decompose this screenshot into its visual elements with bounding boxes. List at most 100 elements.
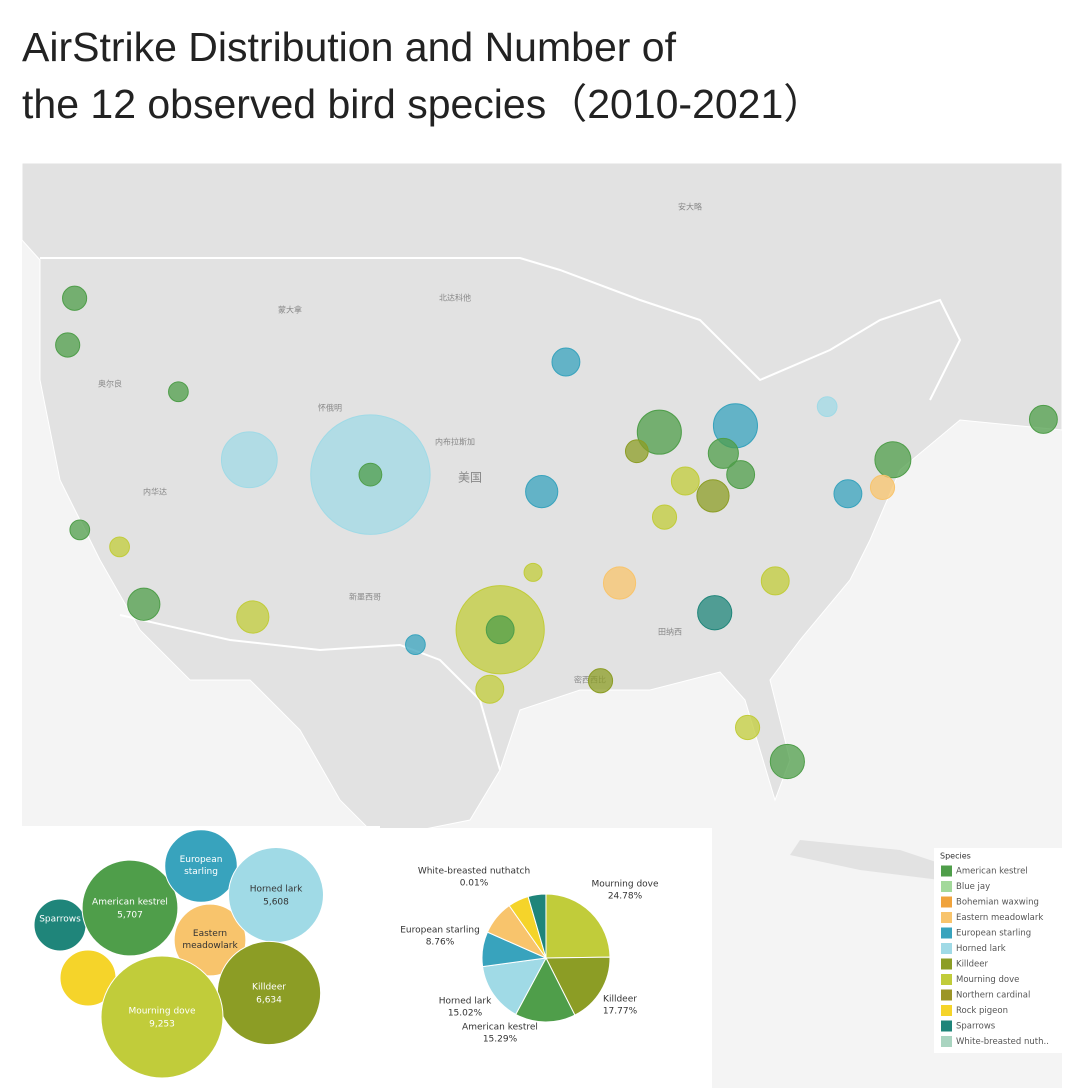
bubble	[216, 940, 322, 1046]
bubble-chart: Sparrows American kestrel 5,707 European sta…	[33, 829, 324, 1079]
pie-slice	[545, 893, 611, 959]
map-bubble	[816, 396, 838, 417]
map-bubble	[62, 285, 88, 311]
map-bubble	[69, 519, 91, 541]
border	[119, 614, 501, 771]
legend-label: Horned lark	[956, 944, 1006, 954]
pie-slice	[482, 957, 547, 1016]
pie-value: 8.76%	[426, 938, 455, 948]
legend-swatch	[941, 974, 952, 985]
bubble	[173, 903, 247, 977]
map-bubble	[624, 439, 649, 464]
bubble-value: 5,608	[263, 898, 289, 908]
legend-label: Mourning dove	[956, 975, 1019, 985]
map-bubble	[220, 431, 278, 489]
map-label: 内华达	[143, 487, 167, 497]
map-label: 安大略	[678, 202, 702, 212]
bubble-value: 5,707	[117, 911, 143, 921]
map-bubble	[696, 479, 730, 513]
legend-label: Sparrows	[956, 1022, 996, 1032]
legend-label: Eastern meadowlark	[956, 913, 1043, 923]
border	[40, 257, 962, 401]
legend-swatch	[941, 958, 952, 970]
pie-value: 24.78%	[608, 892, 643, 902]
legend-swatch	[941, 927, 952, 939]
legend-label: White-breasted nuth..	[956, 1037, 1049, 1047]
legend-swatch	[941, 1005, 952, 1016]
legend-label: European starling	[956, 929, 1031, 939]
map-bubble	[707, 437, 739, 469]
title-line: AirStrike Distribution and Number of	[22, 24, 677, 70]
map-bubble	[168, 381, 189, 403]
legend-label: Bohemian waxwing	[956, 898, 1039, 908]
pie-label: American kestrel	[462, 1023, 538, 1033]
map-label: 内布拉斯加	[435, 437, 475, 447]
map-bubble	[405, 634, 426, 655]
bubble	[33, 898, 87, 952]
legend-label: American kestrel	[956, 867, 1028, 877]
legend-swatch	[941, 912, 952, 923]
bubble-value: 6,634	[256, 996, 282, 1006]
legend-label: Rock pigeon	[956, 1006, 1008, 1016]
pie-label: Mourning dove	[591, 880, 659, 890]
bubble-label: Horned lark	[250, 885, 303, 895]
map-label: 蒙大拿	[278, 305, 302, 315]
pie-value: 15.02%	[448, 1009, 483, 1019]
map-bubble	[236, 600, 270, 634]
pie-value: 15.29%	[483, 1035, 518, 1045]
bubble-value: 9,253	[149, 1020, 175, 1030]
map-bubble	[636, 409, 682, 455]
map-bubble	[358, 462, 383, 487]
map-bubble	[769, 743, 805, 780]
map-bubble	[525, 475, 559, 509]
legend-swatch	[941, 943, 952, 954]
map-bubble	[760, 566, 790, 596]
legend-panel	[934, 848, 1062, 1053]
legend-swatch	[941, 1020, 952, 1032]
map-label: 田纳西	[658, 627, 682, 637]
pie-label: European starling	[400, 926, 480, 936]
legend-swatch	[941, 896, 952, 908]
bubble	[228, 847, 324, 943]
pie-label: Horned lark	[439, 997, 492, 1007]
map-bubble	[127, 587, 161, 621]
bubble-label: American kestrel	[92, 898, 168, 908]
pie-label: White-breasted nuthatch	[418, 867, 530, 877]
map-bubble	[726, 460, 756, 490]
map-label: 奥尔良	[98, 379, 122, 389]
legend-label: Northern cardinal	[956, 991, 1030, 1001]
map-bubble	[670, 466, 700, 496]
legend-swatch	[941, 989, 952, 1001]
pie-chart: Mourning dove 24.78% Killdeer 17.77% America…	[400, 867, 659, 1045]
map-bubble	[55, 332, 81, 358]
pie-label: Killdeer	[603, 995, 637, 1005]
map-bubble	[523, 562, 543, 582]
map-label: 美国	[458, 471, 482, 485]
map-bubble	[869, 474, 896, 500]
map-label: 新墨西哥	[349, 592, 381, 602]
map-bubble	[697, 595, 733, 631]
map-bubble	[587, 668, 614, 694]
title-line: the 12 observed bird species（2010-2021）	[22, 81, 824, 127]
pie-slice	[515, 956, 576, 1023]
map-bubble	[734, 714, 761, 741]
legend-label: Killdeer	[956, 960, 989, 970]
pie-value: 17.77%	[603, 1007, 638, 1017]
bubble-label: Eastern meadowlark	[182, 929, 238, 951]
bubble-label: Killdeer	[252, 983, 286, 993]
map-bubble	[475, 674, 505, 704]
map-bubble	[833, 479, 863, 509]
map-bubble	[1028, 404, 1058, 434]
legend-title: Species	[940, 852, 971, 861]
bubble-label: Sparrows	[39, 915, 81, 925]
bubble-label: European starling	[180, 855, 223, 877]
map-island	[790, 840, 960, 880]
map-bubble	[551, 347, 581, 377]
map-bubble	[109, 536, 130, 558]
legend-swatch	[941, 881, 952, 892]
map-bubble	[651, 504, 678, 530]
map-label: 北达科他	[439, 293, 471, 303]
bubble-label: Mourning dove	[128, 1007, 196, 1017]
map-label: 怀俄明	[318, 403, 342, 413]
